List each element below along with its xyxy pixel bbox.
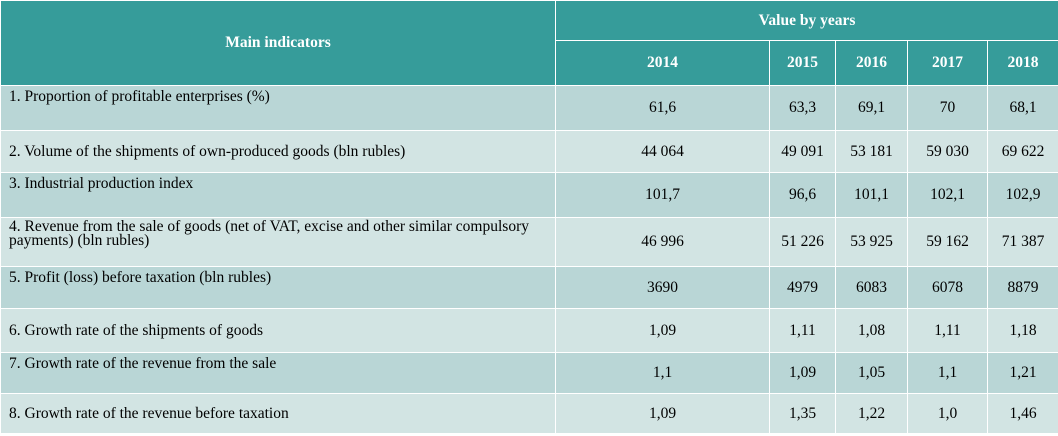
table-row: 3. Industrial production index 101,7 96,… [0, 172, 1058, 218]
row-value: 8879 [986, 266, 1058, 309]
row-value: 51 226 [769, 217, 836, 267]
row-value: 1,35 [769, 393, 836, 434]
row-value: 96,6 [769, 172, 836, 218]
row-value: 102,9 [986, 172, 1058, 218]
row-value: 53 181 [835, 130, 908, 173]
row-label: 5. Profit (loss) before taxation (bln ru… [0, 266, 556, 309]
row-value: 59 030 [907, 130, 988, 173]
header-year: 2015 [769, 40, 836, 86]
table-row: 5. Profit (loss) before taxation (bln ru… [0, 266, 1058, 309]
row-value: 4979 [769, 266, 836, 309]
row-value: 101,7 [555, 172, 770, 218]
row-value: 1,0 [907, 393, 988, 434]
row-value: 49 091 [769, 130, 836, 173]
row-value: 1,09 [769, 352, 836, 394]
table-row: 7. Growth rate of the revenue from the s… [0, 352, 1058, 394]
row-value: 68,1 [986, 85, 1058, 131]
header-year: 2018 [986, 40, 1058, 86]
row-label: 3. Industrial production index [0, 172, 556, 218]
row-value: 1,21 [986, 352, 1058, 394]
row-label: 8. Growth rate of the revenue before tax… [0, 393, 556, 434]
header-main-indicators: Main indicators [0, 0, 556, 86]
row-value: 70 [907, 85, 988, 131]
table-row: 4. Revenue from the sale of goods (net o… [0, 217, 1058, 267]
row-value: 1,22 [835, 393, 908, 434]
table-row: 2. Volume of the shipments of own-produc… [0, 130, 1058, 173]
row-value: 53 925 [835, 217, 908, 267]
row-value: 6078 [907, 266, 988, 309]
row-value: 61,6 [555, 85, 770, 131]
row-value: 44 064 [555, 130, 770, 173]
table-row: 6. Growth rate of the shipments of goods… [0, 308, 1058, 353]
row-value: 69,1 [835, 85, 908, 131]
row-label: 2. Volume of the shipments of own-produc… [0, 130, 556, 173]
row-value: 1,11 [907, 308, 988, 353]
row-value: 63,3 [769, 85, 836, 131]
row-label: 1. Proportion of profitable enterprises … [0, 85, 556, 131]
header-value-by-years: Value by years [554, 0, 1058, 41]
row-value: 69 622 [986, 130, 1058, 173]
row-value: 71 387 [986, 217, 1058, 267]
row-value: 1,1 [907, 352, 988, 394]
table-row: 1. Proportion of profitable enterprises … [0, 85, 1058, 131]
row-value: 1,11 [769, 308, 836, 353]
row-value: 1,18 [986, 308, 1058, 353]
row-value: 1,05 [835, 352, 908, 394]
row-label: 4. Revenue from the sale of goods (net o… [0, 217, 556, 267]
row-value: 6083 [835, 266, 908, 309]
row-value: 46 996 [555, 217, 770, 267]
header-year: 2017 [907, 40, 988, 86]
row-value: 1,08 [835, 308, 908, 353]
row-value: 101,1 [835, 172, 908, 218]
header-year: 2014 [555, 40, 770, 86]
row-value: 1,09 [555, 308, 770, 353]
row-value: 3690 [555, 266, 770, 309]
row-value: 59 162 [907, 217, 988, 267]
row-value: 102,1 [907, 172, 988, 218]
row-value: 1,09 [555, 393, 770, 434]
table-row: 8. Growth rate of the revenue before tax… [0, 393, 1058, 434]
row-value: 1,1 [555, 352, 770, 394]
row-label: 7. Growth rate of the revenue from the s… [0, 352, 556, 394]
row-label: 6. Growth rate of the shipments of goods [0, 308, 556, 353]
header-year: 2016 [835, 40, 908, 86]
row-value: 1,46 [986, 393, 1058, 434]
